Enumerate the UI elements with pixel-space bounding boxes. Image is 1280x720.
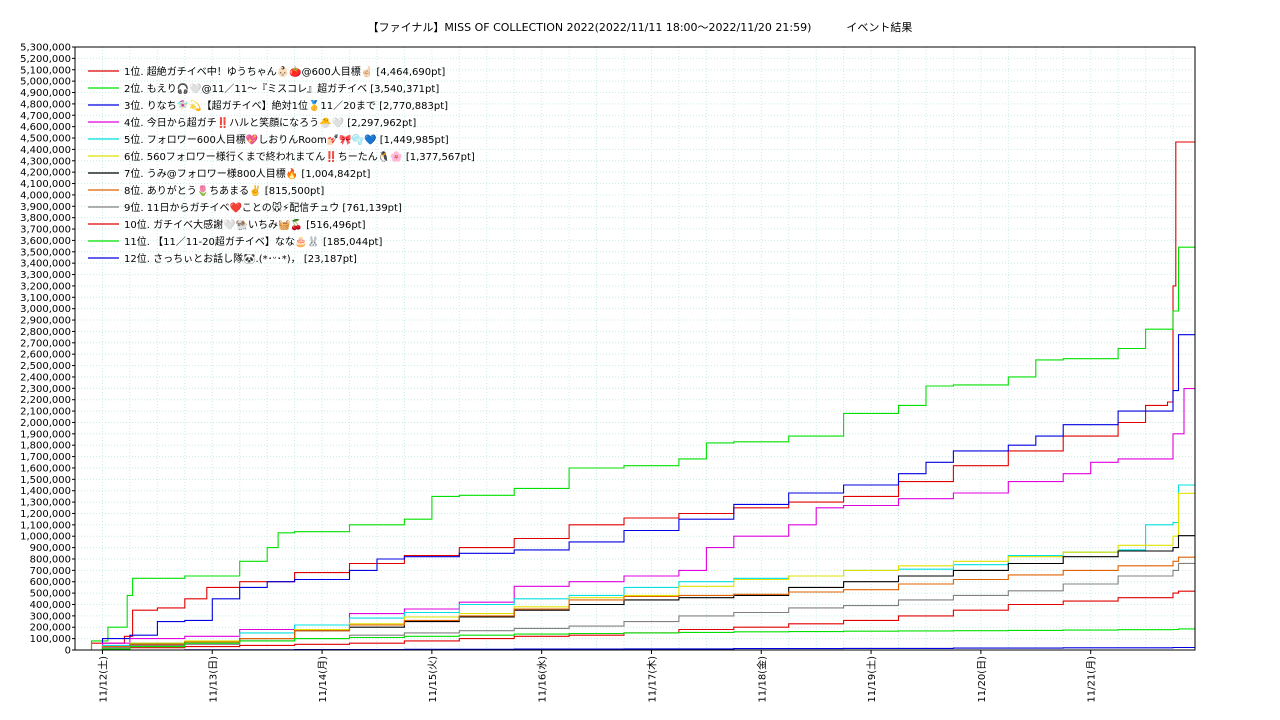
y-tick-label: 1,200,000 [20, 509, 71, 520]
y-tick-label: 3,500,000 [20, 247, 71, 258]
y-tick-label: 3,300,000 [20, 270, 71, 281]
y-tick-label: 500,000 [30, 589, 71, 600]
legend-label-1: 1位. 超絶ガチイベ中！ゆうちゃん👶🏻🍅@600人目標☝🏻 [4,464,690… [124, 65, 445, 78]
y-tick-label: 4,800,000 [20, 99, 71, 110]
legend-label-12: 12位. さっちぃとお話し隊🐼.(*･ᵕ･*)， [23,187pt] [124, 252, 357, 265]
y-tick-label: 400,000 [30, 600, 71, 611]
x-tick-label: 11/20(日) [977, 656, 988, 703]
x-tick-label: 11/17(木) [646, 656, 658, 703]
legend-label-3: 3位. りなち🧚🏻‍♀️💫【超ガチイベ】絶対1位🥇11／20まで [2,770,… [124, 99, 448, 112]
series-line-2 [75, 246, 1195, 651]
y-tick-label: 5,200,000 [20, 54, 71, 65]
y-tick-label: 4,600,000 [20, 122, 71, 133]
series-line-1 [75, 141, 1195, 651]
chart-title: 【ファイナル】MISS OF COLLECTION 2022(2022/11/1… [0, 19, 1280, 35]
y-tick-label: 2,400,000 [20, 372, 71, 383]
y-tick-label: 4,200,000 [20, 168, 71, 179]
y-tick-label: 1,800,000 [20, 441, 71, 452]
x-tick-label: 11/21(月) [1086, 656, 1098, 703]
y-tick-label: 600,000 [30, 577, 71, 588]
y-tick-label: 2,800,000 [20, 327, 71, 338]
y-tick-label: 4,300,000 [20, 156, 71, 167]
y-tick-label: 2,600,000 [20, 350, 71, 361]
x-tick-label: 11/13(日) [208, 656, 219, 703]
series-line-3 [75, 334, 1195, 651]
y-tick-label: 2,100,000 [20, 407, 71, 418]
y-tick-label: 0 [65, 646, 71, 657]
legend-label-9: 9位. 11日からガチイベ❤️ことの🐭⚡配信チュウ [761,139pt] [124, 201, 402, 214]
y-tick-label: 2,000,000 [20, 418, 71, 429]
y-tick-label: 1,600,000 [20, 463, 71, 474]
series-layer [75, 141, 1196, 651]
legend-label-4: 4位. 今日から超ガチ‼️ハルと笑顔になろう🐣🤍 [2,297,962pt] [124, 116, 416, 129]
x-tick-label: 11/16(水) [537, 656, 549, 703]
x-tick-label: 11/19(土) [865, 656, 878, 703]
y-tick-label: 5,000,000 [20, 77, 71, 88]
y-tick-label: 2,900,000 [20, 316, 71, 327]
y-tick-label: 1,300,000 [20, 498, 71, 509]
y-tick-label: 3,800,000 [20, 213, 71, 224]
y-tick-label: 3,400,000 [20, 259, 71, 270]
axes-layer: 0100,000200,000300,000400,000500,000600,… [20, 43, 1196, 703]
legend-label-7: 7位. うみ@フォロワー様800人目標🔥 [1,004,842pt] [124, 167, 370, 180]
y-tick-label: 700,000 [30, 566, 71, 577]
y-tick-label: 4,100,000 [20, 179, 71, 190]
y-tick-label: 3,100,000 [20, 293, 71, 304]
y-tick-label: 4,700,000 [20, 111, 71, 122]
y-tick-label: 3,200,000 [20, 281, 71, 292]
y-tick-label: 1,400,000 [20, 486, 71, 497]
legend-label-8: 8位. ありがとう🌷ちあまる✌️ [815,500pt] [124, 184, 324, 197]
y-tick-label: 1,900,000 [20, 429, 71, 440]
y-tick-label: 2,700,000 [20, 338, 71, 349]
legend-label-2: 2位. もえり🎧🤍@11／11～『ミスコレ』超ガチイベ [3,540,371pt… [124, 82, 439, 95]
y-tick-label: 2,300,000 [20, 384, 71, 395]
y-tick-label: 800,000 [30, 554, 71, 565]
plot-frame [74, 46, 1196, 651]
x-tick-label: 11/15(火) [427, 656, 439, 703]
y-tick-label: 1,500,000 [20, 475, 71, 486]
legend-label-5: 5位. フォロワー600人目標💖しおりんRoom💅🏻🎀🫧💙 [1,449,985… [124, 133, 449, 146]
y-tick-label: 3,900,000 [20, 202, 71, 213]
series-line-4 [75, 388, 1195, 651]
y-tick-label: 4,900,000 [20, 88, 71, 99]
y-tick-label: 1,100,000 [20, 520, 71, 531]
y-tick-label: 3,600,000 [20, 236, 71, 247]
legend-label-10: 10位. ガチイベ大感謝🤍🐏いちみ🧺🍒 [516,496pt] [124, 218, 366, 231]
y-tick-label: 2,200,000 [20, 395, 71, 406]
chart-title-main: 【ファイナル】MISS OF COLLECTION 2022(2022/11/1… [367, 21, 812, 34]
x-tick-label: 11/18(金) [755, 656, 768, 703]
legend-label-11: 11位. 【11／11-20超ガチイベ】なな🎂🐰 [185,044pt] [124, 235, 382, 248]
y-tick-label: 200,000 [30, 623, 71, 634]
y-tick-label: 100,000 [30, 634, 71, 645]
y-tick-label: 1,700,000 [20, 452, 71, 463]
legend-label-6: 6位. 560フォロワー様行くまで終われまてん‼️ちーたん🐧🌸 [1,377,5… [124, 150, 475, 163]
y-tick-label: 3,700,000 [20, 225, 71, 236]
y-tick-label: 4,400,000 [20, 145, 71, 156]
series-line-5 [75, 484, 1195, 651]
chart-subtitle: イベント結果 [846, 21, 913, 34]
y-tick-label: 5,100,000 [20, 65, 71, 76]
y-tick-label: 2,500,000 [20, 361, 71, 372]
y-tick-label: 1,000,000 [20, 532, 71, 543]
y-tick-label: 4,500,000 [20, 134, 71, 145]
x-tick-label: 11/14(月) [317, 656, 329, 703]
x-tick-label: 11/12(土) [96, 656, 109, 703]
series-line-6 [75, 492, 1195, 651]
series-line-11 [75, 628, 1195, 651]
y-tick-label: 4,000,000 [20, 190, 71, 201]
y-tick-label: 5,300,000 [20, 43, 71, 54]
series-line-8 [75, 556, 1195, 651]
y-tick-label: 3,000,000 [20, 304, 71, 315]
y-tick-label: 300,000 [30, 611, 71, 622]
legend: 1位. 超絶ガチイベ中！ゆうちゃん👶🏻🍅@600人目標☝🏻 [4,464,690… [88, 65, 475, 265]
y-tick-label: 900,000 [30, 543, 71, 554]
